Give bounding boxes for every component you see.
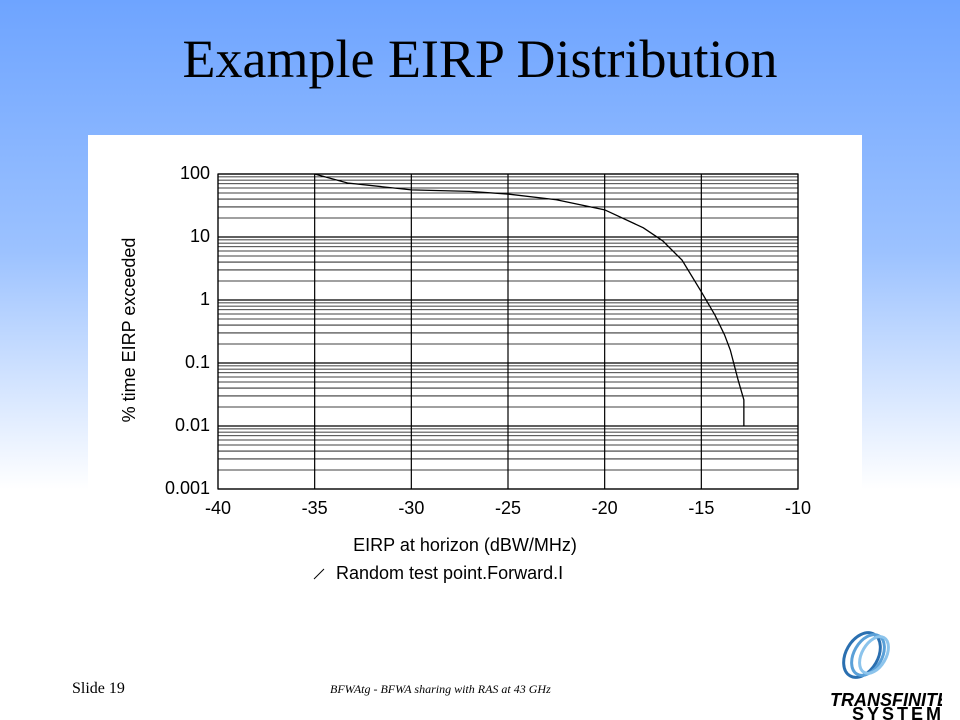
chart-background	[88, 135, 862, 555]
slide-number: Slide 19	[72, 680, 125, 697]
y-tick-label: 0.001	[165, 478, 210, 498]
legend-label: Random test point.Forward.I	[336, 563, 563, 583]
y-tick-label: 0.1	[185, 352, 210, 372]
slide-title: Example EIRP Distribution	[182, 29, 778, 89]
y-tick-label: 1	[200, 289, 210, 309]
y-tick-label: 0.01	[175, 415, 210, 435]
logo-name: TRANSFINITE	[830, 690, 942, 710]
x-axis-label: EIRP at horizon (dBW/MHz)	[353, 535, 577, 555]
x-tick-label: -20	[592, 498, 618, 518]
plot-frame	[217, 173, 799, 490]
x-tick-label: -10	[785, 498, 811, 518]
y-axis-label: % time EIRP exceeded	[119, 238, 139, 423]
chart: EIRP at horizon (dBW/MHz) % time EIRP ex…	[88, 135, 862, 583]
x-tick-label: -30	[398, 498, 424, 518]
data-line	[314, 173, 745, 426]
x-tick-label: -15	[688, 498, 714, 518]
y-tick-label: 10	[190, 226, 210, 246]
logo-tagline: SYSTEMS	[852, 704, 942, 720]
x-tick-label: -25	[495, 498, 521, 518]
footer: BFWAtg - BFWA sharing with RAS at 43 GHz	[330, 682, 551, 696]
y-tick-label: 100	[180, 163, 210, 183]
logo: TRANSFINITE SYSTEMS	[830, 631, 942, 720]
x-tick-label: -40	[205, 498, 231, 518]
legend-swatch	[313, 568, 325, 580]
x-tick-label: -35	[302, 498, 328, 518]
